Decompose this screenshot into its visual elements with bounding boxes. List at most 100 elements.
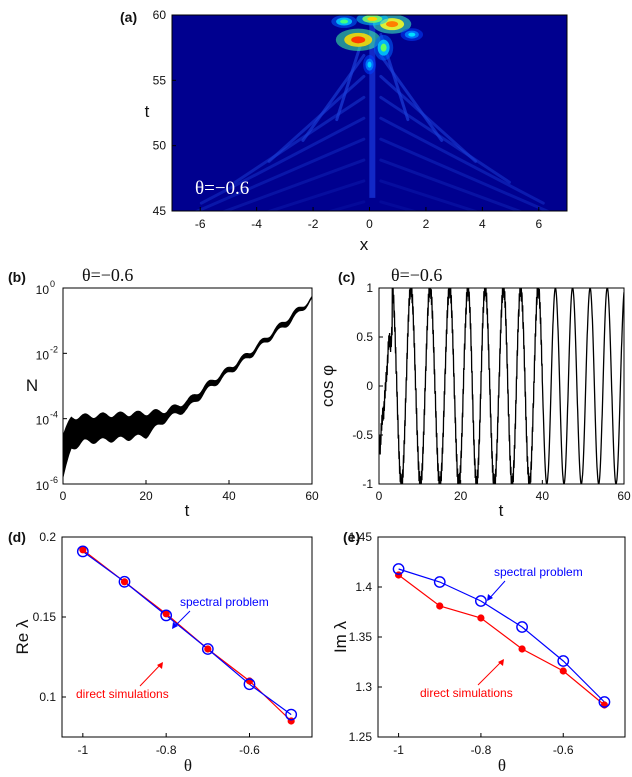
data-point-spectral [118, 575, 131, 588]
x-tick-label: -0.6 [239, 743, 260, 757]
panel-e-legend-spectral: spectral problem [494, 565, 583, 579]
heatmap-peak [380, 43, 387, 52]
data-point-spectral [392, 563, 405, 575]
data-point-direct [79, 546, 87, 554]
data-point-spectral [557, 655, 570, 667]
panel-d-legend-spectral: spectral problem [180, 595, 269, 609]
y-tick-label: 1 [366, 281, 373, 295]
panel-e-xticks: -1 -0.8 -0.6 [393, 733, 574, 757]
panel-c-yticks: -1 -0.5 0 0.5 1 [352, 281, 383, 491]
y-tick-label: 1.25 [349, 730, 373, 744]
data-point-direct [559, 667, 567, 675]
data-point-spectral [433, 576, 446, 588]
heatmap-stripe [379, 116, 545, 205]
panel-b-label: (b) [8, 269, 26, 285]
data-point-spectral [475, 595, 487, 607]
panel-d-label: (d) [8, 529, 26, 545]
y-tick-label: 10 [36, 414, 50, 428]
data-point-direct [162, 610, 170, 618]
y-tick-exponent: -2 [50, 344, 58, 354]
heatmap-peak [351, 36, 366, 44]
panel-d-arrowhead-direct [157, 662, 163, 669]
panel-a-annotation: θ=−0.6 [195, 178, 249, 199]
panel-d-yticks: 0.1 0.15 0.2 [33, 530, 66, 704]
heatmap-stripe [379, 179, 480, 211]
heatmap-peak [367, 61, 372, 68]
y-tick-exponent: -4 [50, 410, 58, 420]
panel-c-line [379, 288, 624, 484]
panel-c-xticks: 0 20 40 60 [376, 480, 631, 503]
data-point-direct [477, 614, 485, 622]
panel-a-label: (a) [120, 9, 137, 25]
panel-d-ylabel: Re λ [13, 619, 32, 654]
panel-b-ylabel: N [26, 376, 38, 395]
x-tick-label: 0 [366, 217, 373, 231]
data-point-spectral [285, 708, 298, 721]
panel-a: (a) -6 -4 -2 0 2 4 6 45 50 55 60 x t θ=−0.6 [120, 8, 568, 254]
panel-a-xticks: -6 -4 -2 0 2 4 6 [195, 207, 542, 231]
panel-d: (d) -1 -0.8 -0.6 0.1 0.15 0.2 θ Re λ spectra… [8, 529, 313, 775]
series-line [82, 550, 292, 716]
panel-e-ylabel: Im λ [331, 620, 350, 653]
y-tick-label: 10 [36, 479, 50, 493]
panel-b-xticks: 0 20 40 60 [60, 480, 319, 503]
x-tick-label: -1 [393, 743, 404, 757]
y-tick-label: -1 [362, 477, 373, 491]
data-point-direct [518, 645, 526, 653]
panel-b-xlabel: t [185, 501, 190, 520]
panel-d-frame [61, 536, 313, 738]
y-tick-label: 55 [153, 73, 167, 87]
data-point-spectral [160, 609, 173, 622]
data-point-direct [204, 645, 212, 653]
heatmap-stripe [221, 158, 366, 211]
x-tick-label: 20 [454, 489, 468, 503]
panel-c-ylabel: cos φ [318, 365, 337, 407]
heatmap-peaks [331, 15, 424, 75]
data-point-direct [120, 578, 129, 586]
y-tick-label: 0.15 [33, 610, 57, 624]
x-tick-label: 6 [535, 217, 542, 231]
panel-a-yticks: 45 50 55 60 [153, 8, 176, 218]
panel-b-frame [62, 287, 313, 485]
panel-c-label: (c) [338, 269, 355, 285]
panel-d-legend-direct: direct simulations [76, 687, 169, 701]
x-tick-label: 20 [139, 489, 153, 503]
heatmap-stripe [379, 74, 478, 163]
data-point-spectral [243, 678, 256, 691]
x-tick-label: -0.6 [553, 743, 574, 757]
y-tick-label: 0.5 [356, 330, 373, 344]
panel-e-yticks: 1.25 1.3 1.35 1.4 1.45 [349, 530, 382, 744]
y-tick-label: 0.2 [39, 530, 56, 544]
heatmap-stripe [199, 116, 366, 205]
x-tick-label: 40 [222, 489, 236, 503]
x-tick-label: -1 [77, 743, 88, 757]
data-point-direct [394, 571, 403, 579]
panel-d-xticks: -1 -0.8 -0.6 [77, 733, 260, 757]
data-point-direct [436, 602, 444, 610]
panel-a-xlabel: x [360, 235, 369, 254]
heatmap-stripe [379, 95, 511, 184]
y-tick-label: -0.5 [352, 428, 373, 442]
heatmap-stripe [301, 54, 366, 142]
x-tick-label: 40 [536, 489, 550, 503]
y-tick-label: 1.4 [355, 580, 372, 594]
panel-d-xlabel: θ [184, 756, 192, 775]
heatmap-stripe [379, 137, 551, 211]
y-tick-label: 60 [153, 8, 167, 22]
x-tick-label: 2 [423, 217, 430, 231]
panel-d-series [76, 545, 298, 725]
panel-c-xlabel: t [499, 501, 504, 520]
panel-c-title: θ=−0.6 [391, 265, 442, 285]
data-point-spectral [76, 545, 89, 558]
panel-e-arrow-direct [477, 659, 504, 686]
y-tick-exponent: 0 [50, 279, 55, 289]
panel-c: (c) θ=−0.6 0 20 40 60 -1 -0.5 0 0.5 1 t cos φ [318, 265, 631, 520]
x-tick-label: 0 [60, 489, 67, 503]
y-tick-label: 45 [153, 204, 167, 218]
heatmap-stripe [379, 158, 524, 211]
x-tick-label: 60 [305, 489, 319, 503]
panel-e-xlabel: θ [498, 756, 506, 775]
